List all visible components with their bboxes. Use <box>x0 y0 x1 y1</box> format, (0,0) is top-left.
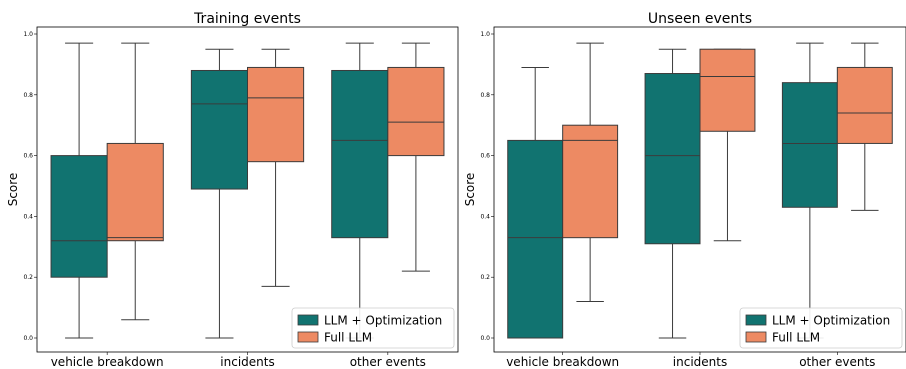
chart-title: Training events <box>193 11 301 27</box>
y-tick-label: 0.0 <box>23 335 33 342</box>
y-tick-label: 0.6 <box>480 153 490 160</box>
iqr-box <box>781 82 838 208</box>
iqr-box <box>699 48 756 132</box>
y-tick-label: 1.0 <box>480 31 490 38</box>
legend-frame <box>739 307 903 349</box>
legend-label: Full LLM <box>772 331 820 345</box>
x-tick-label: incidents <box>673 355 727 369</box>
iqr-box <box>387 66 445 157</box>
y-tick-label: 0.2 <box>480 274 490 281</box>
legend-frame <box>291 307 455 349</box>
box-full-llm <box>106 42 164 321</box>
legend: LLM + Optimization Full LLM <box>291 307 455 349</box>
box-llm-optimization <box>781 42 838 339</box>
box-llm-optimization <box>644 48 701 339</box>
box-llm-optimization <box>331 42 389 339</box>
y-tick-label: 0.0 <box>480 335 490 342</box>
legend-swatch <box>297 331 319 343</box>
x-tick-label: vehicle breakdown <box>51 355 164 369</box>
box-full-llm <box>699 48 756 242</box>
box-full-llm <box>247 48 305 287</box>
chart-panel-1: Training events Score 0.0 0.2 0.4 0.6 0.8 1.0 ve… <box>6 11 459 369</box>
box-full-llm <box>562 42 619 303</box>
legend-label: LLM + Optimization <box>324 314 442 328</box>
box-llm-optimization <box>507 66 564 339</box>
chart-title: Unseen events <box>648 11 752 27</box>
x-tick-label: incidents <box>220 355 274 369</box>
chart-panel-2: Unseen events Score 0.0 0.2 0.4 0.6 0.8 1.0 vehi… <box>463 11 906 369</box>
y-tick-label: 0.4 <box>23 213 33 220</box>
y-tick-label: 0.2 <box>23 274 33 281</box>
legend-swatch <box>745 331 767 343</box>
iqr-box <box>50 155 108 278</box>
y-tick-label: 0.6 <box>23 153 33 160</box>
iqr-box <box>190 69 249 190</box>
legend-label: Full LLM <box>324 331 372 345</box>
box-full-llm <box>836 42 893 211</box>
legend: LLM + Optimization Full LLM <box>739 307 903 349</box>
box-full-llm <box>387 42 445 272</box>
iqr-box <box>644 73 701 245</box>
box-llm-optimization <box>190 48 249 339</box>
iqr-box <box>247 66 305 163</box>
x-tick-label: other events <box>799 355 875 369</box>
box-llm-optimization <box>50 42 108 339</box>
iqr-box <box>331 69 389 239</box>
iqr-box <box>106 142 164 242</box>
y-tick-label: 0.8 <box>23 92 33 99</box>
iqr-box <box>562 124 619 239</box>
legend-label: LLM + Optimization <box>772 314 890 328</box>
legend-swatch <box>297 314 319 326</box>
iqr-box <box>836 66 893 144</box>
y-tick-label: 0.4 <box>480 213 490 220</box>
y-axis-label: Score <box>6 173 20 207</box>
iqr-box <box>507 139 564 339</box>
x-tick-label: vehicle breakdown <box>506 355 619 369</box>
y-tick-label: 0.8 <box>480 92 490 99</box>
y-axis-label: Score <box>463 173 477 207</box>
y-tick-label: 1.0 <box>23 31 33 38</box>
x-tick-label: other events <box>350 355 426 369</box>
legend-swatch <box>745 314 767 326</box>
